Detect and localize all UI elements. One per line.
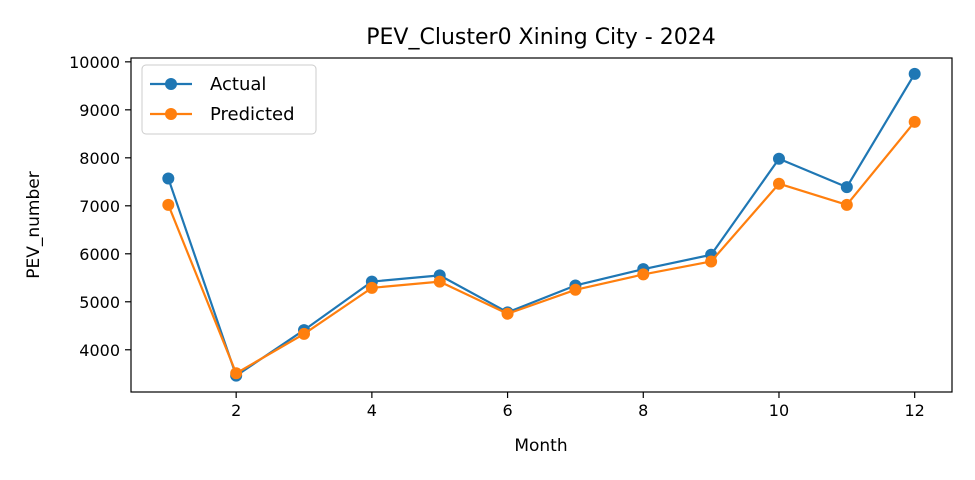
data-point-actual (772, 152, 785, 165)
x-axis: 2 4 6 8 10 12 (231, 392, 925, 420)
data-point-predicted (365, 281, 378, 294)
legend-label-predicted: Predicted (210, 104, 295, 125)
data-point-actual (162, 172, 175, 185)
data-point-predicted (772, 177, 785, 190)
x-tick-label: 10 (769, 401, 789, 420)
data-point-actual (908, 67, 921, 80)
data-point-actual (840, 181, 853, 194)
series-line-predicted (167, 121, 916, 375)
y-tick-label: 8000 (79, 149, 120, 168)
legend-frame (141, 64, 317, 135)
data-point-predicted (298, 327, 311, 340)
data-point-predicted (637, 268, 650, 281)
series-layer (162, 67, 921, 382)
data-point-predicted (501, 307, 514, 320)
y-tick-label: 7000 (79, 197, 120, 216)
legend-marker-actual (165, 78, 177, 90)
legend-marker-predicted (165, 108, 177, 120)
x-tick-label: 2 (231, 401, 241, 420)
series-line-actual (167, 73, 916, 377)
data-point-predicted (230, 367, 243, 380)
y-axis: 4000 5000 6000 7000 8000 9000 10000 (69, 53, 131, 360)
y-tick-label: 10000 (69, 53, 120, 72)
y-tick-label: 9000 (79, 101, 120, 120)
plot-area-frame (130, 57, 953, 393)
x-tick-label: 8 (638, 401, 648, 420)
data-point-predicted (433, 275, 446, 288)
x-axis-label: Month (514, 436, 567, 456)
x-tick-label: 6 (502, 401, 512, 420)
chart-title: PEV_Cluster0 Xining City - 2024 (366, 25, 715, 50)
data-point-predicted (840, 198, 853, 211)
y-tick-label: 6000 (79, 245, 120, 264)
x-tick-label: 12 (905, 401, 925, 420)
x-tick-label: 4 (367, 401, 377, 420)
data-point-predicted (162, 198, 175, 211)
data-point-predicted (569, 283, 582, 296)
data-point-predicted (705, 255, 718, 268)
y-axis-label: PEV_number (24, 171, 44, 278)
legend-label-actual: Actual (210, 74, 266, 95)
y-tick-label: 5000 (79, 293, 120, 312)
data-point-predicted (908, 115, 921, 128)
legend: Actual Predicted (141, 64, 317, 135)
y-tick-label: 4000 (79, 341, 120, 360)
